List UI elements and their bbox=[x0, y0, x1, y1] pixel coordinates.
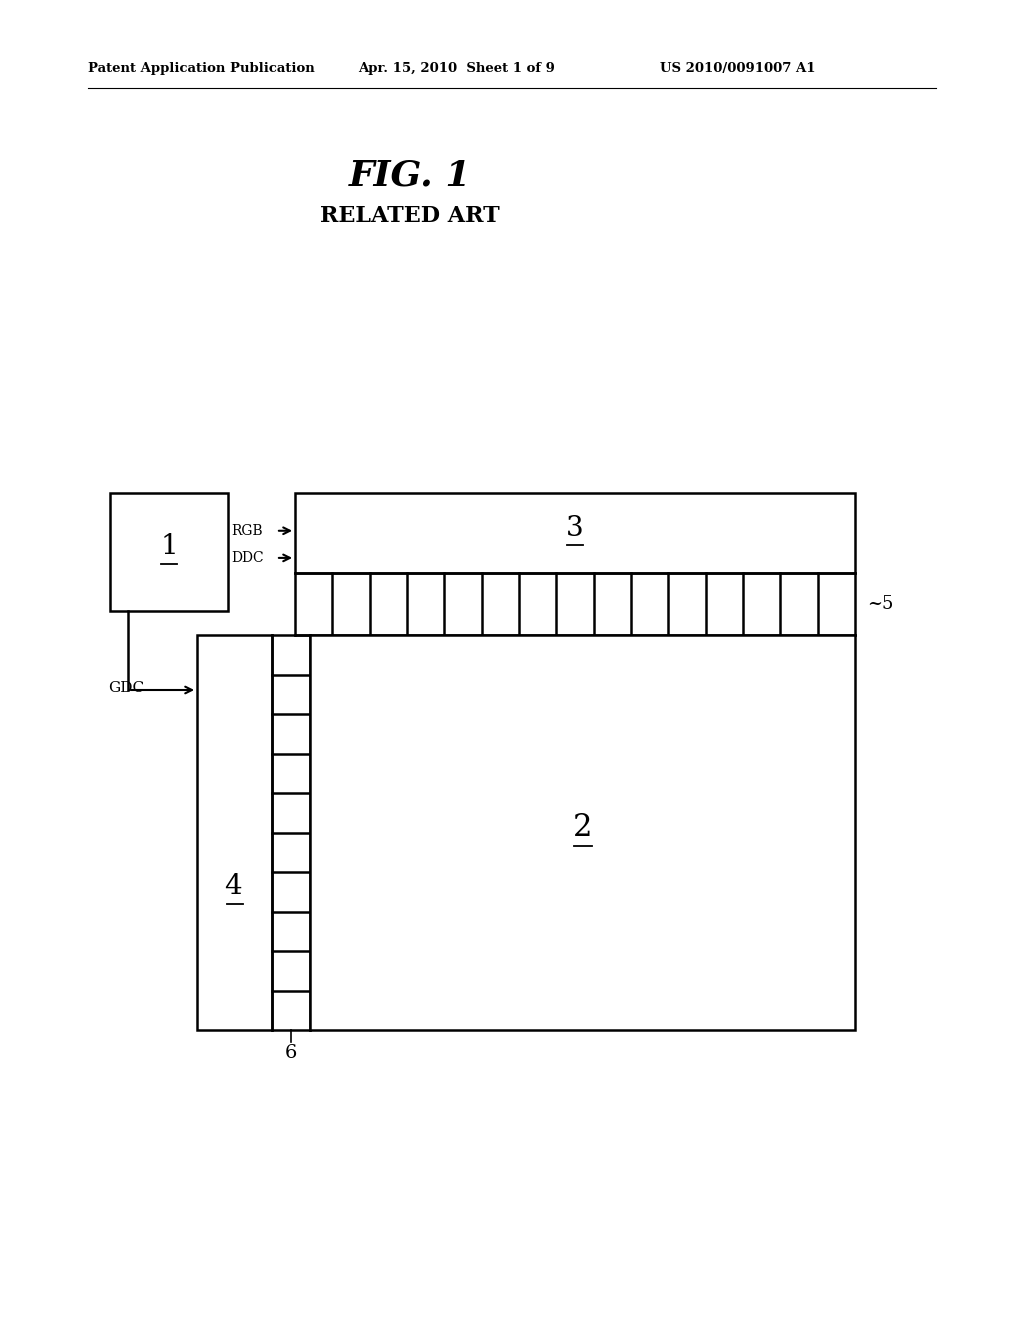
Text: DDC: DDC bbox=[231, 550, 263, 565]
Text: 2: 2 bbox=[572, 812, 592, 843]
Bar bbox=[295, 492, 855, 573]
Text: 3: 3 bbox=[566, 515, 584, 541]
Text: RGB: RGB bbox=[231, 524, 262, 537]
Text: ~5: ~5 bbox=[867, 595, 893, 612]
Bar bbox=[197, 635, 272, 1030]
Bar bbox=[310, 635, 855, 1030]
Text: Patent Application Publication: Patent Application Publication bbox=[88, 62, 314, 75]
Text: FIG. 1: FIG. 1 bbox=[349, 158, 471, 191]
Text: 4: 4 bbox=[223, 874, 242, 900]
Text: US 2010/0091007 A1: US 2010/0091007 A1 bbox=[660, 62, 815, 75]
Text: 6: 6 bbox=[285, 1044, 297, 1063]
Bar bbox=[110, 492, 228, 611]
Text: RELATED ART: RELATED ART bbox=[321, 205, 500, 227]
Text: Apr. 15, 2010  Sheet 1 of 9: Apr. 15, 2010 Sheet 1 of 9 bbox=[358, 62, 555, 75]
Text: 1: 1 bbox=[160, 533, 178, 561]
Text: GDC: GDC bbox=[108, 681, 144, 696]
